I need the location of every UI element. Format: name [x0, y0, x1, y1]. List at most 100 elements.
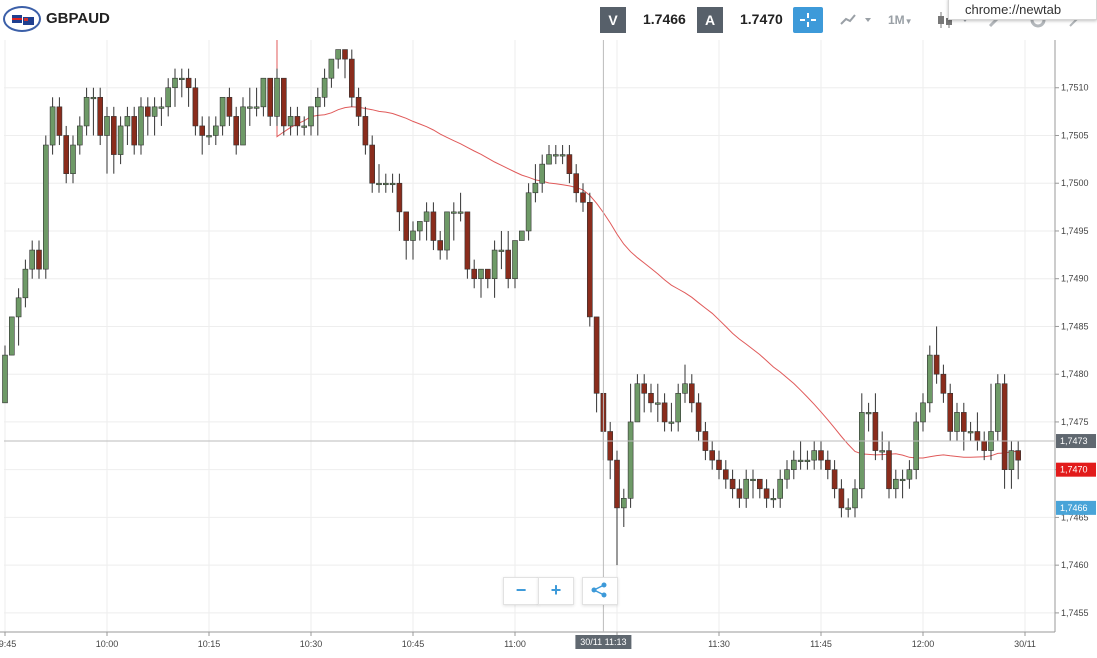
candle-body[interactable] [886, 450, 892, 490]
candle-body[interactable] [920, 402, 926, 423]
candle-body[interactable] [756, 478, 763, 490]
candle-body[interactable] [926, 354, 933, 404]
sell-label[interactable]: V [600, 7, 626, 33]
candle-body[interactable] [532, 182, 539, 194]
candle-body[interactable] [226, 96, 233, 117]
candle-body[interactable] [253, 106, 260, 109]
candle-body[interactable] [559, 154, 566, 157]
candle-body[interactable] [879, 450, 886, 453]
candle-body[interactable] [131, 116, 137, 146]
candle-body[interactable] [709, 450, 716, 461]
candle-body[interactable] [566, 154, 573, 174]
candle-body[interactable] [668, 421, 675, 424]
candle-body[interactable] [335, 49, 342, 60]
candle-body[interactable] [858, 412, 865, 490]
candle-body[interactable] [457, 211, 464, 214]
candle-body[interactable] [852, 488, 858, 509]
candle-body[interactable] [484, 268, 491, 280]
candle-body[interactable] [437, 240, 444, 251]
candle-body[interactable] [267, 77, 274, 117]
gbp-aud-flag-icon[interactable] [3, 6, 41, 32]
candle-body[interactable] [444, 211, 450, 251]
candle-body[interactable] [661, 402, 668, 423]
candle-body[interactable] [586, 202, 593, 318]
candle-body[interactable] [376, 182, 382, 186]
candle-body[interactable] [947, 392, 954, 432]
candle-body[interactable] [294, 116, 301, 127]
share-button[interactable] [582, 577, 618, 605]
candle-body[interactable] [321, 77, 328, 98]
candle-body[interactable] [9, 316, 15, 356]
candle-body[interactable] [750, 478, 756, 482]
candle-body[interactable] [199, 125, 205, 136]
candle-body[interactable] [396, 182, 403, 213]
sell-price[interactable]: 1.7466 [643, 11, 686, 27]
candle-body[interactable] [804, 459, 811, 462]
candle-body[interactable] [960, 412, 967, 432]
zoom-in-button[interactable]: + [538, 577, 574, 605]
candle-body[interactable] [940, 373, 947, 394]
candle-body[interactable] [641, 383, 648, 394]
candle-body[interactable] [138, 106, 144, 146]
candle-body[interactable] [831, 469, 838, 490]
candle-body[interactable] [213, 125, 219, 136]
candle-body[interactable] [342, 49, 348, 60]
candle-body[interactable] [811, 450, 818, 461]
candle-body[interactable] [63, 135, 70, 174]
candle-body[interactable] [90, 96, 97, 100]
candle-body[interactable] [179, 77, 185, 80]
buy-label[interactable]: A [697, 7, 723, 33]
candle-body[interactable] [818, 450, 824, 461]
candle-body[interactable] [770, 498, 777, 501]
candle-body[interactable] [518, 230, 525, 241]
candle-body[interactable] [478, 268, 484, 280]
candle-body[interactable] [111, 116, 117, 155]
candle-body[interactable] [416, 221, 423, 232]
candle-body[interactable] [627, 421, 634, 499]
candle-body[interactable] [1015, 450, 1022, 461]
candle-body[interactable] [954, 412, 960, 432]
candle-body[interactable] [824, 459, 831, 470]
candle-body[interactable] [382, 182, 389, 186]
candle-body[interactable] [423, 211, 430, 222]
candle-body[interactable] [450, 211, 457, 214]
candle-body[interactable] [573, 173, 580, 194]
candle-body[interactable] [743, 478, 750, 499]
candle-body[interactable] [192, 87, 199, 127]
candle-body[interactable] [70, 144, 76, 174]
candle-body[interactable] [362, 116, 369, 146]
candle-body[interactable] [539, 163, 546, 184]
candle-body[interactable] [906, 469, 913, 480]
candle-body[interactable] [369, 144, 376, 184]
candle-body[interactable] [784, 469, 790, 480]
candle-body[interactable] [716, 459, 722, 470]
candle-body[interactable] [688, 383, 695, 404]
candle-body[interactable] [607, 431, 614, 461]
candle-body[interactable] [682, 383, 688, 394]
candle-body[interactable] [274, 77, 280, 117]
candle-body[interactable] [29, 249, 36, 270]
candle-body[interactable] [552, 154, 559, 157]
candle-body[interactable] [260, 77, 267, 108]
candle-body[interactable] [491, 249, 498, 280]
candle-body[interactable] [185, 77, 192, 89]
candle-body[interactable] [593, 316, 600, 394]
candle-body[interactable] [974, 431, 981, 442]
candle-body[interactable] [124, 116, 131, 127]
candle-body[interactable] [865, 412, 872, 415]
candle-body[interactable] [314, 96, 321, 108]
candle-body[interactable] [777, 478, 784, 499]
candle-body[interactable] [355, 96, 362, 117]
candle-body[interactable] [546, 154, 552, 165]
buy-price[interactable]: 1.7470 [740, 11, 783, 27]
candle-body[interactable] [151, 106, 158, 117]
candle-body[interactable] [736, 488, 743, 499]
candle-body[interactable] [838, 488, 845, 509]
price-chart[interactable]: 1,7455 1,7460 1,7465 1,7470 1,7475 1,7480 1,74… [0, 40, 1097, 658]
candle-body[interactable] [22, 268, 29, 299]
candle-body[interactable] [872, 412, 879, 451]
candle-body[interactable] [280, 77, 287, 127]
candle-body[interactable] [158, 106, 165, 109]
candle-body[interactable] [83, 96, 90, 127]
candle-body[interactable] [1008, 450, 1015, 470]
